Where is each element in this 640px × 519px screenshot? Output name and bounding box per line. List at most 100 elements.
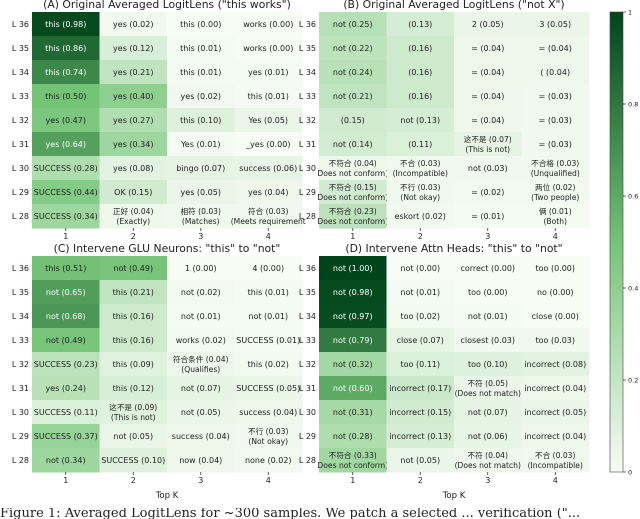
cell-label: not (0.07) — [468, 408, 508, 417]
cell-label: this (0.50) — [45, 92, 86, 101]
y-tick-label: L 32 — [299, 116, 316, 125]
heatmap-cell — [234, 304, 303, 329]
heatmap-cell — [521, 328, 590, 353]
heatmap-cell — [32, 132, 100, 157]
y-tick-label: L 35 — [12, 44, 29, 53]
heatmap-cell — [167, 280, 235, 305]
heatmap-cell — [234, 328, 303, 353]
cell-label: yes (0.47) — [46, 116, 86, 125]
cell-label: not (0.49) — [113, 264, 153, 273]
heatmap-cell — [319, 12, 387, 37]
cell-label: not (0.31) — [333, 408, 373, 417]
y-tick-label: L 28 — [299, 456, 316, 465]
heatmap-cell — [386, 180, 455, 205]
cell-label: yes (0.01) — [248, 68, 288, 77]
heatmap-cell — [454, 376, 522, 401]
heatmap-cell — [454, 60, 522, 85]
heatmap-cell — [521, 60, 590, 85]
cell-label: success (0.04) — [239, 408, 297, 417]
heatmap-cell — [99, 132, 168, 157]
heatmap-cell — [319, 400, 387, 425]
cell-label: not (0.21) — [333, 92, 373, 101]
cell-label: yes (0.27) — [113, 116, 153, 125]
cell-label: 2 (0.05) — [472, 20, 504, 29]
cell-label: SUCCESS (0.37) — [34, 432, 98, 441]
cell-label: too (0.02) — [400, 312, 440, 321]
heatmap-cell — [234, 156, 303, 181]
heatmap-cell — [319, 304, 387, 329]
heatmap-cell — [386, 448, 455, 473]
cell-label: close (0.07) — [397, 336, 444, 345]
cell-label: (Not okay) — [248, 437, 288, 446]
x-tick-label: 4 — [266, 476, 271, 485]
cell-label: yes (0.02) — [181, 92, 221, 101]
heatmap-cell — [319, 204, 387, 229]
y-tick-label: L 35 — [299, 44, 316, 53]
heatmap-cell — [32, 36, 100, 61]
cell-label: yes (0.40) — [113, 92, 153, 101]
cell-label: (0.11) — [408, 140, 432, 149]
heatmap-cell — [386, 256, 455, 281]
heatmap-cell — [521, 376, 590, 401]
cell-label: not (0.05) — [181, 408, 221, 417]
heatmap-cell — [99, 400, 168, 425]
heatmap-cell — [386, 400, 455, 425]
heatmap-figure: (A) Original Averaged LogitLens ("this w… — [12, 0, 639, 501]
cell-label: not (0.97) — [333, 312, 373, 321]
x-tick-label: 1 — [63, 476, 68, 485]
heatmap-cell — [99, 376, 168, 401]
heatmap-cell — [32, 156, 100, 181]
cell-label: 两位 (0.02) — [535, 182, 575, 192]
x-tick-label: 3 — [485, 476, 490, 485]
heatmap-cell — [386, 84, 455, 109]
cell-label: = (0.04) — [539, 44, 572, 53]
heatmap-cell — [167, 304, 235, 329]
cell-label: (Incompatible) — [393, 169, 448, 178]
cell-label: not (0.65) — [46, 288, 86, 297]
cell-label: works (0.00) — [243, 44, 293, 53]
colorbar-tick-label: 0.8 — [628, 101, 638, 109]
cell-label: incorrect (0.17) — [389, 384, 451, 393]
colorbar-tick-label: 0.4 — [628, 285, 638, 293]
heatmap-cell — [32, 448, 100, 473]
cell-label: not (0.07) — [181, 384, 221, 393]
x-tick-label: 3 — [198, 232, 203, 241]
y-tick-label: L 30 — [12, 408, 29, 417]
heatmap-cell — [167, 256, 235, 281]
cell-label: (0.15) — [341, 116, 365, 125]
x-tick-label: 1 — [63, 232, 68, 241]
x-tick-label: 1 — [350, 476, 355, 485]
cell-label: SUCCESS (0.28) — [34, 164, 98, 173]
panel-c: (C) Intervene GLU Neurons: "this" to "no… — [12, 242, 303, 501]
cell-label: = (0.03) — [539, 140, 572, 149]
cell-label: (Unqualified) — [531, 169, 580, 178]
cell-label: not (0.68) — [46, 312, 86, 321]
heatmap-cell — [386, 156, 455, 181]
heatmap-cell — [386, 108, 455, 133]
colorbar-tick-label: 0.6 — [628, 193, 638, 201]
heatmap-cell — [234, 204, 303, 229]
y-tick-label: L 34 — [299, 312, 316, 321]
cell-label: (Incompatible) — [528, 461, 583, 470]
cell-label: (Two people) — [531, 193, 579, 202]
cell-label: (This is not) — [465, 145, 510, 154]
heatmap-cell — [234, 256, 303, 281]
heatmap-cell — [454, 108, 522, 133]
heatmap-cell — [167, 156, 235, 181]
panel-d: (D) Intervene Attn Heads: "this" to "not… — [299, 242, 590, 501]
cell-label: not (0.01) — [468, 312, 508, 321]
heatmap-cell — [32, 328, 100, 353]
heatmap-cell — [521, 304, 590, 329]
heatmap-cell — [99, 424, 168, 449]
heatmap-cell — [167, 60, 235, 85]
cell-label: 这不是 (0.09) — [109, 402, 157, 412]
cell-label: this (0.00) — [180, 20, 221, 29]
colorbar-tick-label: 0.2 — [628, 377, 638, 385]
y-tick-label: L 36 — [299, 264, 316, 273]
heatmap-cell — [32, 256, 100, 281]
panel-title: (A) Original Averaged LogitLens ("this w… — [43, 0, 291, 11]
panel-a: (A) Original Averaged LogitLens ("this w… — [12, 0, 306, 241]
heatmap-cell — [32, 204, 100, 229]
cell-label: Does not conform) — [317, 461, 388, 470]
cell-label: yes (0.04) — [248, 188, 288, 197]
